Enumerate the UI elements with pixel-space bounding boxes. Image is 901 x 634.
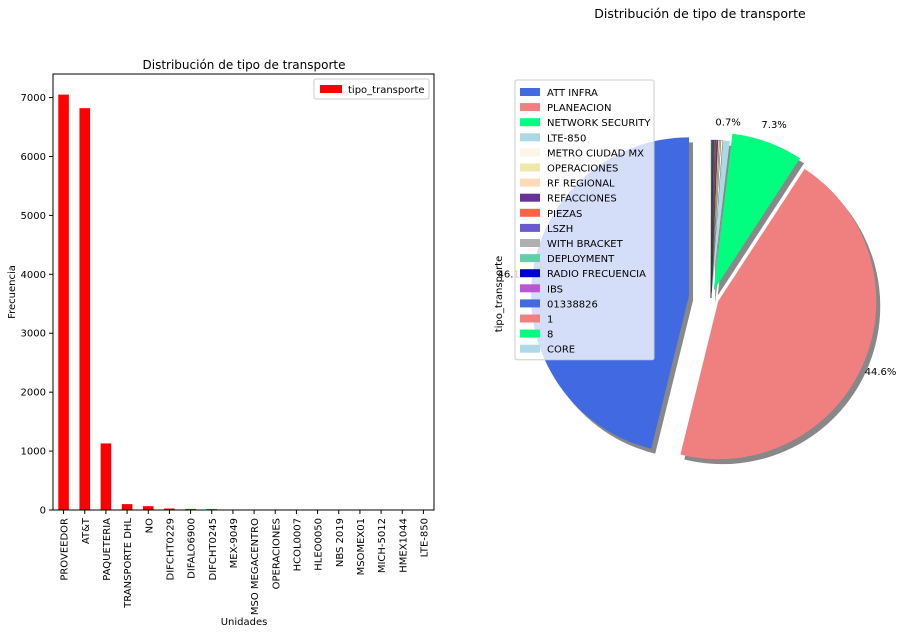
- x-tick-label: PROVEEDOR: [60, 518, 71, 581]
- bar: [185, 508, 196, 510]
- bar-chart: Distribución de tipo de transporte Frecu…: [7, 58, 435, 628]
- x-tick-label: HCOL0007: [292, 518, 303, 571]
- pie-legend-swatch: [520, 299, 540, 308]
- pie-legend-label: NETWORK SECURITY: [547, 118, 651, 129]
- bar: [121, 504, 133, 510]
- bar: [100, 443, 112, 510]
- y-tick-label: 3000: [21, 329, 46, 340]
- pie-legend-label: LSZH: [547, 224, 573, 235]
- x-tick-label: MEX-9049: [229, 518, 240, 568]
- x-tick-label: MSOMEX01: [356, 518, 367, 575]
- pie-chart-y-axis-label: tipo_transporte: [494, 256, 505, 333]
- bar: [142, 506, 154, 510]
- x-tick-label: AT&T: [81, 517, 92, 544]
- y-tick-label: 1000: [21, 447, 46, 458]
- x-tick-label: HLEO0050: [314, 518, 325, 571]
- pie-chart-legend: ATT INFRA PLANEACION NETWORK SECURITY LTE-8…: [514, 79, 655, 361]
- bar: [79, 108, 91, 510]
- pie-pct-label: 7.3%: [761, 120, 786, 131]
- pie-pct-label: 46.1%: [497, 269, 529, 280]
- x-tick-label: DIFCHT0229: [165, 518, 176, 580]
- x-tick-label: MSO MEGACENTRO: [250, 518, 261, 615]
- pie-legend-label: CORE: [547, 345, 575, 356]
- pie-legend-swatch: [520, 254, 540, 263]
- pie-legend-label: OPERACIONES: [547, 164, 618, 175]
- pie-legend-label: WITH BRACKET: [547, 239, 624, 250]
- pie-legend-label: PLANEACION: [547, 103, 611, 114]
- pie-legend-swatch: [520, 148, 540, 157]
- pie-legend-swatch: [520, 223, 540, 232]
- bar-chart-plot-frame: [52, 73, 435, 511]
- x-tick-label: MICH-5012: [377, 518, 388, 573]
- x-tick-label: TRANSPORTE DHL: [123, 518, 134, 609]
- bar-chart-y-ticks: 0 1000 2000 3000 4000 5000 6000 7000: [21, 93, 53, 517]
- bar-chart-legend-swatch: [320, 85, 342, 93]
- pie-legend-label: 01338826: [547, 299, 598, 310]
- pie-legend-label: RADIO FRECUENCIA: [547, 269, 646, 280]
- y-tick-label: 7000: [21, 93, 46, 104]
- pie-legend-swatch: [520, 329, 540, 338]
- y-tick-label: 5000: [21, 211, 46, 222]
- x-tick-label: NBS 2019: [335, 518, 346, 567]
- pie-legend-label: ATT INFRA: [547, 88, 598, 99]
- bar-chart-x-ticks: PROVEEDOR AT&T PAQUETERIA TRANSPORTE DHL NO D…: [60, 510, 430, 615]
- bar-chart-x-axis-label: Unidades: [221, 617, 268, 628]
- pie-legend-swatch: [520, 208, 540, 217]
- pie-slice: [713, 133, 801, 291]
- pie-chart: tipo_transporte 46.1% 44.6% 7.3% 0.7% ATT I…: [494, 79, 896, 465]
- pie-legend-label: REFACCIONES: [547, 194, 617, 205]
- pie-legend-label: PIEZAS: [547, 209, 582, 220]
- pie-legend-swatch: [520, 193, 540, 202]
- pie-legend-box: [514, 79, 655, 361]
- x-tick-label: DIFCHT0245: [208, 518, 219, 580]
- bar-chart-y-axis-label: Frecuencia: [7, 265, 18, 319]
- bar-chart-bars: [58, 94, 429, 511]
- pie-pct-label: 0.7%: [715, 117, 740, 128]
- x-tick-label: HMEX1044: [398, 518, 409, 573]
- x-tick-label: DIFALO6900: [187, 518, 198, 579]
- pie-legend-swatch: [520, 344, 540, 353]
- pie-slice: [680, 168, 877, 460]
- pie-slice: [711, 140, 730, 298]
- x-tick-label: NO: [144, 518, 155, 533]
- x-tick-label: PAQUETERIA: [102, 518, 113, 581]
- pie-pct-label: 44.6%: [865, 367, 897, 378]
- pie-legend-label: 1: [547, 315, 553, 326]
- pie-chart-pct-labels: 46.1% 44.6% 7.3% 0.7%: [497, 117, 896, 378]
- pie-legend-label: DEPLOYMENT: [547, 254, 615, 265]
- x-tick-label: LTE-850: [419, 518, 430, 557]
- figure-suptitle: Distribución de tipo de transporte: [594, 6, 806, 21]
- pie-legend-swatch: [520, 88, 540, 96]
- bar-chart-title: Distribución de tipo de transporte: [143, 58, 346, 72]
- pie-legend-swatch: [520, 314, 540, 323]
- bar-chart-legend: tipo_transporte: [313, 78, 430, 100]
- pie-legend-swatch: [520, 269, 540, 278]
- pie-legend-swatch: [520, 239, 540, 247]
- bar-chart-legend-label: tipo_transporte: [348, 85, 425, 96]
- pie-legend-label: RF REGIONAL: [547, 179, 615, 190]
- pie-legend-swatch: [520, 133, 540, 142]
- y-tick-label: 0: [40, 506, 46, 517]
- pie-legend-swatch: [520, 284, 540, 293]
- bar-chart-legend-box: [313, 78, 430, 100]
- pie-legend-swatch: [520, 178, 540, 187]
- x-tick-label: OPERACIONES: [271, 518, 282, 589]
- y-tick-label: 6000: [21, 152, 46, 163]
- pie-legend-swatch: [520, 103, 540, 112]
- pie-legend-label: IBS: [547, 284, 563, 295]
- y-tick-label: 4000: [21, 270, 46, 281]
- y-tick-label: 2000: [21, 388, 46, 399]
- pie-legend-label: METRO CIUDAD MX: [547, 148, 644, 159]
- pie-legend-swatch: [520, 163, 540, 172]
- bar: [164, 508, 175, 510]
- bar: [58, 94, 69, 511]
- pie-legend-label: 8: [547, 330, 553, 341]
- pie-legend-swatch: [520, 118, 540, 127]
- pie-legend-label: LTE-850: [547, 133, 586, 144]
